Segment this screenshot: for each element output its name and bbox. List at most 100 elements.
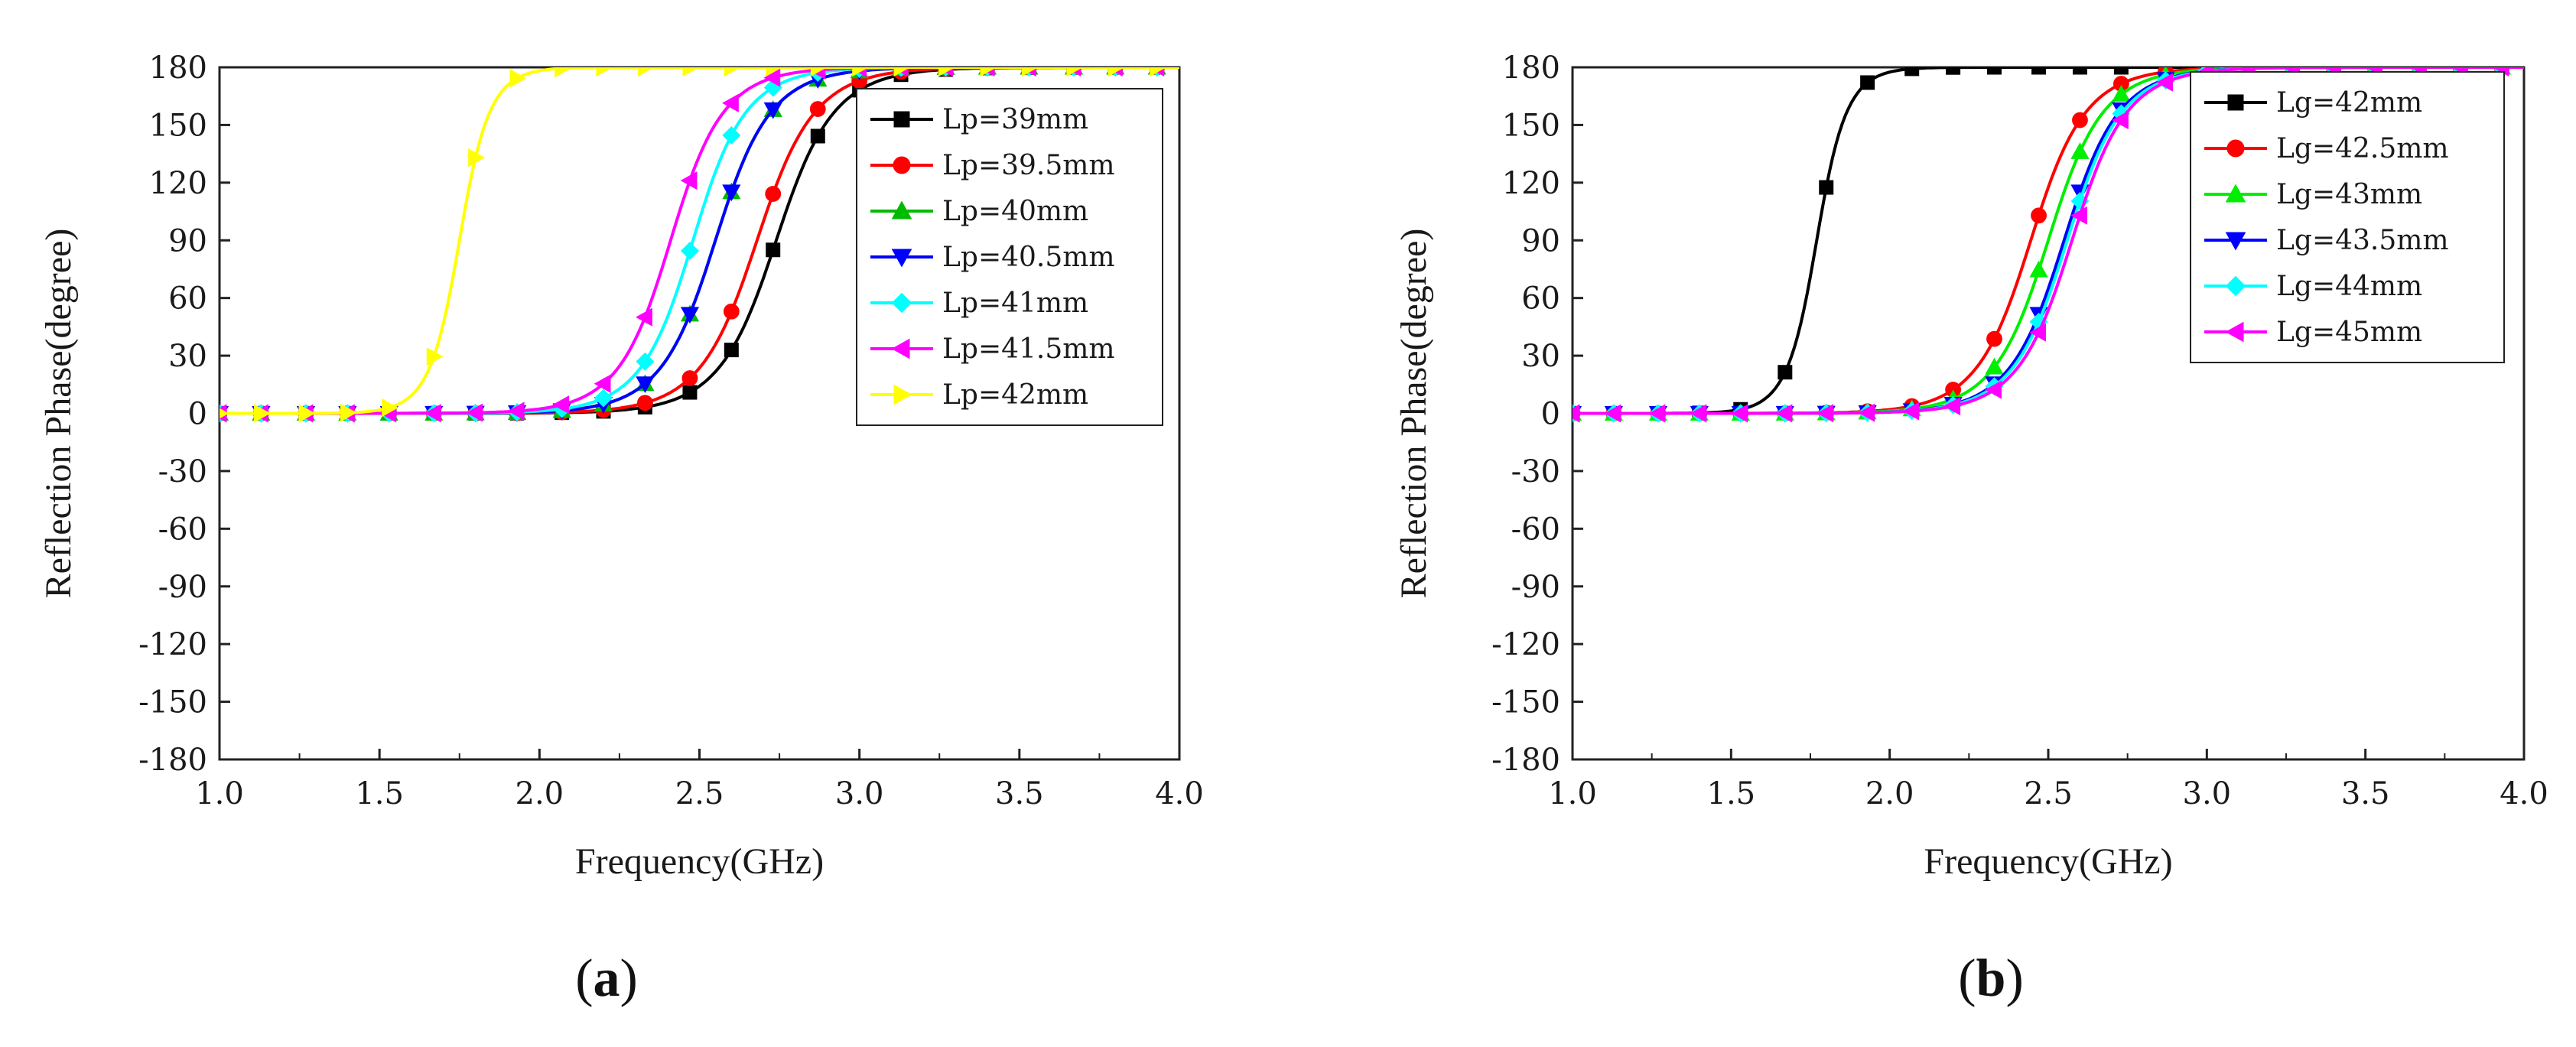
x-tick-label: 4.0 <box>1155 776 1204 811</box>
data-point <box>1860 75 1875 90</box>
x-tick-label: 2.5 <box>675 776 724 811</box>
data-point <box>555 67 571 78</box>
data-point <box>682 385 698 400</box>
legend-label: Lp=42mm <box>942 379 1088 411</box>
x-tick-label: 2.5 <box>2024 776 2073 811</box>
data-point <box>810 128 825 144</box>
data-point <box>552 395 570 415</box>
data-point <box>2070 142 2090 159</box>
legend-marker <box>2225 321 2244 343</box>
data-point <box>763 102 782 119</box>
data-point <box>340 403 357 422</box>
data-point <box>596 67 613 77</box>
data-point <box>1107 67 1125 77</box>
y-tick-label: -90 <box>1511 570 1560 605</box>
data-point <box>1819 180 1834 195</box>
data-point <box>766 242 781 258</box>
data-point <box>680 171 698 190</box>
x-tick-label: 1.0 <box>1548 776 1597 811</box>
legend-label: Lp=40mm <box>942 196 1088 227</box>
y-tick-label: -30 <box>1511 454 1560 489</box>
y-tick-label: 30 <box>1521 339 1560 374</box>
legend-box <box>2190 71 2505 363</box>
data-point <box>636 376 655 394</box>
legend-label: Lg=45mm <box>2276 317 2422 348</box>
legend-label: Lp=40.5mm <box>942 242 1115 273</box>
data-point <box>723 303 740 320</box>
series-line <box>1573 67 2524 415</box>
data-point <box>509 69 527 88</box>
data-point <box>426 347 444 366</box>
y-tick-label: 0 <box>1541 397 1560 432</box>
data-point <box>680 241 699 260</box>
y-tick-label: -60 <box>158 512 207 547</box>
data-point <box>1604 404 1621 423</box>
y-tick-label: 60 <box>1521 281 1560 317</box>
y-tick-label: 0 <box>188 397 207 432</box>
data-point <box>1946 67 1961 75</box>
y-tick-label: -30 <box>158 454 207 489</box>
y-tick-label: -150 <box>1491 685 1560 720</box>
data-point <box>2070 206 2087 225</box>
legend-label: Lg=43mm <box>2276 179 2422 210</box>
y-tick-label: 90 <box>168 223 207 258</box>
data-point <box>220 408 229 419</box>
data-point <box>1778 365 1793 380</box>
legend-label: Lg=43.5mm <box>2276 225 2449 256</box>
legend-marker <box>891 292 912 314</box>
data-point <box>938 67 955 77</box>
x-tick-label: 2.0 <box>1865 776 1914 811</box>
y-tick-label: -120 <box>138 627 207 662</box>
legend-marker <box>2225 232 2246 251</box>
x-tick-label: 3.5 <box>2341 776 2390 811</box>
data-point <box>722 184 741 202</box>
data-point <box>2029 260 2048 278</box>
data-point <box>1021 67 1039 77</box>
y-tick-label: -180 <box>138 743 207 778</box>
data-point <box>1817 404 1834 423</box>
data-point <box>636 395 653 411</box>
y-tick-label: -180 <box>1491 743 1560 778</box>
y-tick-label: -90 <box>158 570 207 605</box>
data-point <box>594 374 611 393</box>
data-point <box>1858 403 1875 422</box>
data-point <box>2113 67 2129 75</box>
caption-a-close: ) <box>620 949 638 1008</box>
caption-a-letter: a <box>593 949 620 1008</box>
data-point <box>1648 404 1666 423</box>
data-point <box>637 67 655 77</box>
y-axis-label: Reflection Phase(degree) <box>38 229 79 599</box>
legend-label: Lg=44mm <box>2276 271 2422 302</box>
data-point <box>1573 404 1580 423</box>
y-tick-label: 120 <box>149 166 207 201</box>
data-point <box>2112 110 2129 130</box>
data-point <box>507 402 525 421</box>
y-tick-label: 180 <box>149 50 207 86</box>
y-tick-label: -150 <box>138 685 207 720</box>
data-point <box>466 403 483 422</box>
x-axis-label: Frequency(GHz) <box>1924 841 2172 882</box>
data-point <box>298 404 316 423</box>
legend-marker <box>893 156 911 174</box>
caption-b-close: ) <box>2005 949 2024 1008</box>
data-point <box>1150 67 1166 77</box>
y-tick-label: 150 <box>149 108 207 143</box>
chart-b-svg: 1.0 1.5 2.0 2.5 3.0 3.5 4.0 180 150 120 90 60 30 0 -30… <box>1394 50 2548 882</box>
data-point <box>253 404 271 423</box>
data-point <box>382 398 398 418</box>
legend-marker <box>891 338 910 359</box>
x-tick-label: 1.0 <box>195 776 244 811</box>
data-point <box>1943 396 1961 416</box>
legend-label: Lp=41mm <box>942 288 1088 319</box>
data-point <box>722 125 741 145</box>
y-tick-label: -60 <box>1511 512 1560 547</box>
data-point <box>680 307 700 324</box>
data-point <box>763 68 781 87</box>
data-point <box>1731 404 1748 423</box>
series-line <box>220 67 1179 415</box>
data-point <box>809 101 826 117</box>
x-tick-label: 1.5 <box>355 776 404 811</box>
x-tick-label: 4.0 <box>2500 776 2548 811</box>
legend-label: Lp=39mm <box>942 104 1088 135</box>
data-point <box>724 343 739 358</box>
